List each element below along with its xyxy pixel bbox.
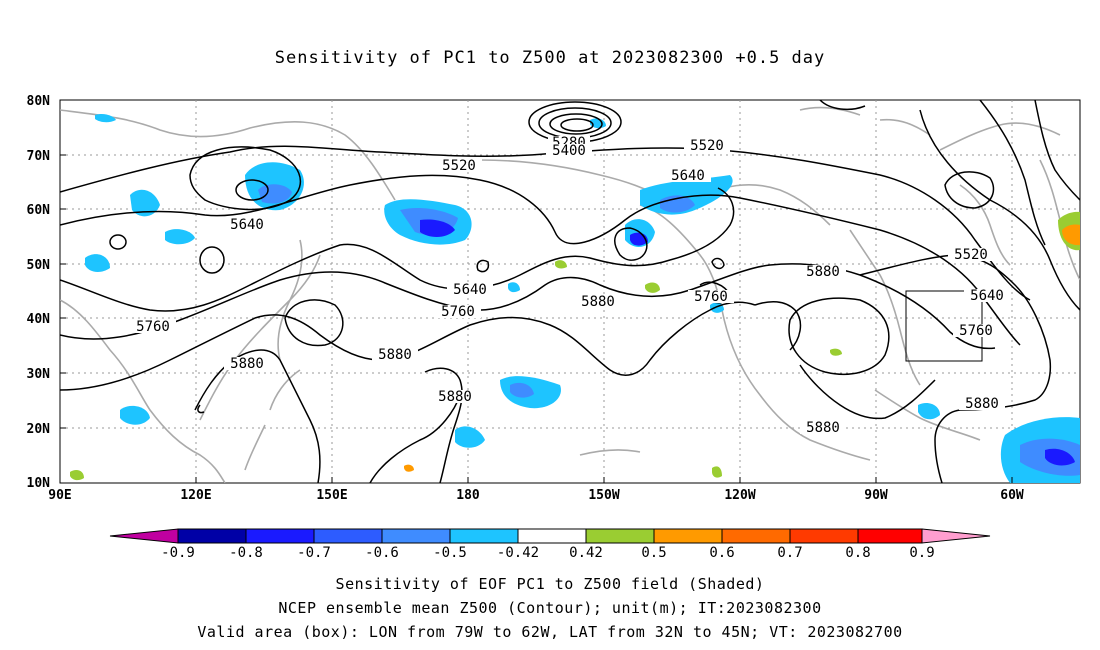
lat-tick-label: 50N bbox=[27, 258, 51, 273]
colorbar-label: -0.5 bbox=[433, 545, 467, 561]
contour-label: 5640 bbox=[970, 288, 1004, 304]
colorbar-swatch bbox=[721, 528, 791, 544]
contour-label: 5880 bbox=[378, 347, 412, 363]
colorbar-swatch bbox=[857, 528, 923, 544]
contour-label: 5880 bbox=[581, 294, 615, 310]
lon-tick-label: 180 bbox=[456, 488, 480, 503]
lon-tick-label: 150W bbox=[588, 488, 619, 503]
lat-tick-label: 60N bbox=[27, 203, 51, 218]
colorbar-swatch bbox=[653, 528, 723, 544]
colorbar: -0.9 -0.8 -0.7 -0.6 -0.5 -0.42 0.42 0.5 … bbox=[109, 528, 991, 561]
contour-label: 5640 bbox=[671, 168, 705, 184]
colorbar-label: -0.6 bbox=[365, 545, 399, 561]
lat-tick-label: 10N bbox=[27, 476, 51, 491]
lon-axis-labels: 90E 120E 150E 180 150W 120W 90W 60W bbox=[48, 488, 1024, 503]
colorbar-label: 0.5 bbox=[641, 545, 666, 561]
contour-label: 5760 bbox=[959, 323, 993, 339]
contour-label: 5760 bbox=[441, 304, 475, 320]
colorbar-label: 0.7 bbox=[777, 545, 802, 561]
lat-axis-labels: 80N 70N 60N 50N 40N 30N 20N 10N bbox=[27, 94, 51, 491]
contour-label: 5880 bbox=[230, 356, 264, 372]
lat-tick-label: 80N bbox=[27, 94, 51, 109]
lon-tick-label: 60W bbox=[1000, 488, 1024, 503]
colorbar-swatch bbox=[313, 528, 383, 544]
lat-tick-label: 20N bbox=[27, 422, 51, 437]
colorbar-swatch bbox=[245, 528, 315, 544]
colorbar-high-end bbox=[921, 528, 991, 544]
contour-label: 5760 bbox=[136, 319, 170, 335]
lon-tick-label: 150E bbox=[316, 488, 347, 503]
contour-label: 5760 bbox=[694, 289, 728, 305]
colorbar-label: -0.42 bbox=[497, 545, 539, 561]
coastlines bbox=[60, 106, 1080, 483]
contour-label: 5640 bbox=[230, 217, 264, 233]
colorbar-swatch bbox=[449, 528, 519, 544]
contour-label: 5640 bbox=[453, 282, 487, 298]
contour-label: 5520 bbox=[442, 158, 476, 174]
lon-tick-label: 90W bbox=[864, 488, 888, 503]
colorbar-labels: -0.9 -0.8 -0.7 -0.6 -0.5 -0.42 0.42 0.5 … bbox=[161, 545, 935, 561]
lat-tick-label: 40N bbox=[27, 312, 51, 327]
contour-label: 5880 bbox=[438, 389, 472, 405]
caption-line-2: NCEP ensemble mean Z500 (Contour); unit(… bbox=[278, 599, 822, 617]
lat-tick-label: 30N bbox=[27, 367, 51, 382]
colorbar-swatch bbox=[585, 528, 655, 544]
lon-tick-label: 120E bbox=[180, 488, 211, 503]
lat-tick-label: 70N bbox=[27, 149, 51, 164]
contour-label: 5880 bbox=[965, 396, 999, 412]
lon-tick-label: 90E bbox=[48, 488, 71, 503]
caption-line-3: Valid area (box): LON from 79W to 62W, L… bbox=[197, 623, 903, 641]
colorbar-swatch bbox=[789, 528, 859, 544]
colorbar-label: 0.6 bbox=[709, 545, 734, 561]
lon-tick-label: 120W bbox=[724, 488, 755, 503]
contour-label: 5400 bbox=[552, 143, 586, 159]
colorbar-label: 0.9 bbox=[909, 545, 934, 561]
colorbar-swatch bbox=[177, 528, 247, 544]
contour-label-group: 5280 5400 5520 5520 5640 5640 5640 5760 … bbox=[130, 135, 1010, 436]
contour-label: 5880 bbox=[806, 264, 840, 280]
colorbar-boxes bbox=[177, 528, 923, 544]
colorbar-swatch bbox=[381, 528, 451, 544]
colorbar-label: 0.42 bbox=[569, 545, 603, 561]
colorbar-label: -0.8 bbox=[229, 545, 263, 561]
contour-label: 5520 bbox=[954, 247, 988, 263]
colorbar-label: 0.8 bbox=[845, 545, 870, 561]
axis-ticks bbox=[60, 99, 1013, 483]
contour-label: 5880 bbox=[806, 420, 840, 436]
colorbar-low-end bbox=[109, 528, 179, 544]
contour-label: 5520 bbox=[690, 138, 724, 154]
colorbar-swatch bbox=[517, 528, 587, 544]
caption-line-1: Sensitivity of EOF PC1 to Z500 field (Sh… bbox=[335, 575, 765, 593]
colorbar-label: -0.9 bbox=[161, 545, 195, 561]
map-title: Sensitivity of PC1 to Z500 at 2023082300… bbox=[274, 48, 826, 68]
colorbar-label: -0.7 bbox=[297, 545, 331, 561]
